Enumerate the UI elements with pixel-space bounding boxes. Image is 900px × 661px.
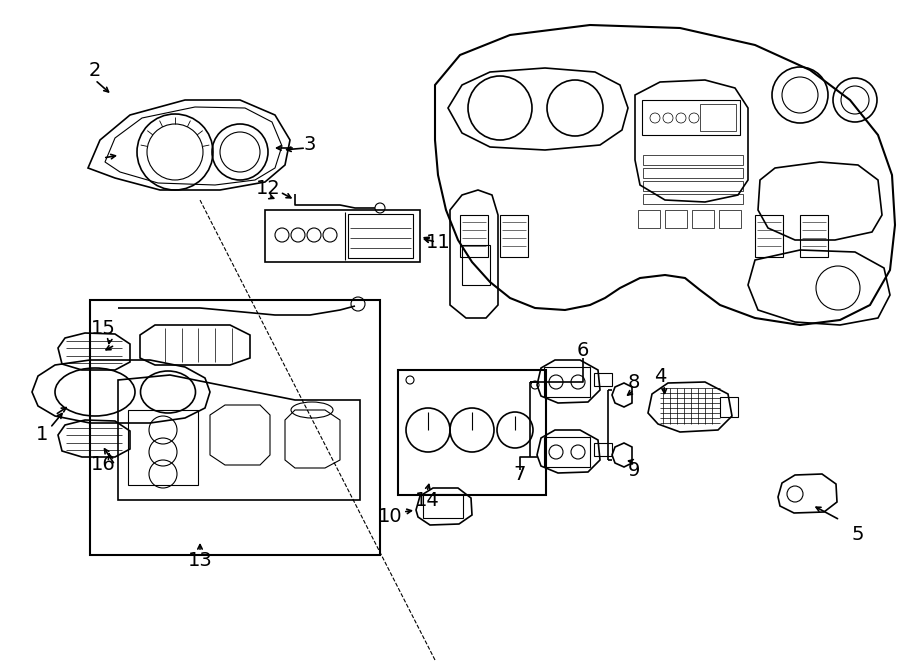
Bar bbox=[638, 210, 660, 228]
Text: 16: 16 bbox=[91, 455, 115, 475]
Text: 2: 2 bbox=[89, 61, 101, 79]
Bar bbox=[348, 214, 413, 258]
Bar bbox=[643, 168, 743, 178]
Bar bbox=[544, 367, 590, 397]
Bar bbox=[643, 194, 743, 204]
Bar bbox=[692, 210, 714, 228]
Bar bbox=[500, 215, 528, 257]
Text: 13: 13 bbox=[187, 551, 212, 570]
Bar bbox=[423, 494, 463, 518]
Bar bbox=[700, 104, 736, 131]
Bar bbox=[643, 181, 743, 191]
Bar bbox=[594, 443, 612, 456]
Bar bbox=[398, 370, 546, 495]
Text: 15: 15 bbox=[91, 319, 115, 338]
Text: 14: 14 bbox=[415, 490, 439, 510]
Text: 8: 8 bbox=[628, 373, 640, 391]
Text: 12: 12 bbox=[256, 178, 281, 198]
Bar bbox=[265, 210, 420, 262]
Text: 4: 4 bbox=[653, 368, 666, 387]
Bar bbox=[128, 410, 198, 485]
Bar bbox=[720, 397, 738, 417]
Text: 5: 5 bbox=[851, 525, 864, 545]
Bar bbox=[755, 215, 783, 257]
Text: 6: 6 bbox=[577, 340, 590, 360]
Text: 10: 10 bbox=[378, 506, 402, 525]
Bar bbox=[460, 215, 488, 257]
Text: 1: 1 bbox=[36, 426, 49, 444]
Bar bbox=[90, 300, 380, 555]
Bar bbox=[544, 437, 590, 467]
Text: 9: 9 bbox=[628, 461, 640, 479]
Bar bbox=[594, 373, 612, 386]
Text: 11: 11 bbox=[426, 233, 450, 251]
Bar bbox=[643, 155, 743, 165]
Bar bbox=[642, 100, 740, 135]
Text: 7: 7 bbox=[514, 465, 526, 485]
Bar bbox=[665, 210, 687, 228]
Text: 3: 3 bbox=[304, 136, 316, 155]
Bar bbox=[800, 215, 828, 257]
Bar bbox=[719, 210, 741, 228]
Bar bbox=[462, 245, 490, 285]
